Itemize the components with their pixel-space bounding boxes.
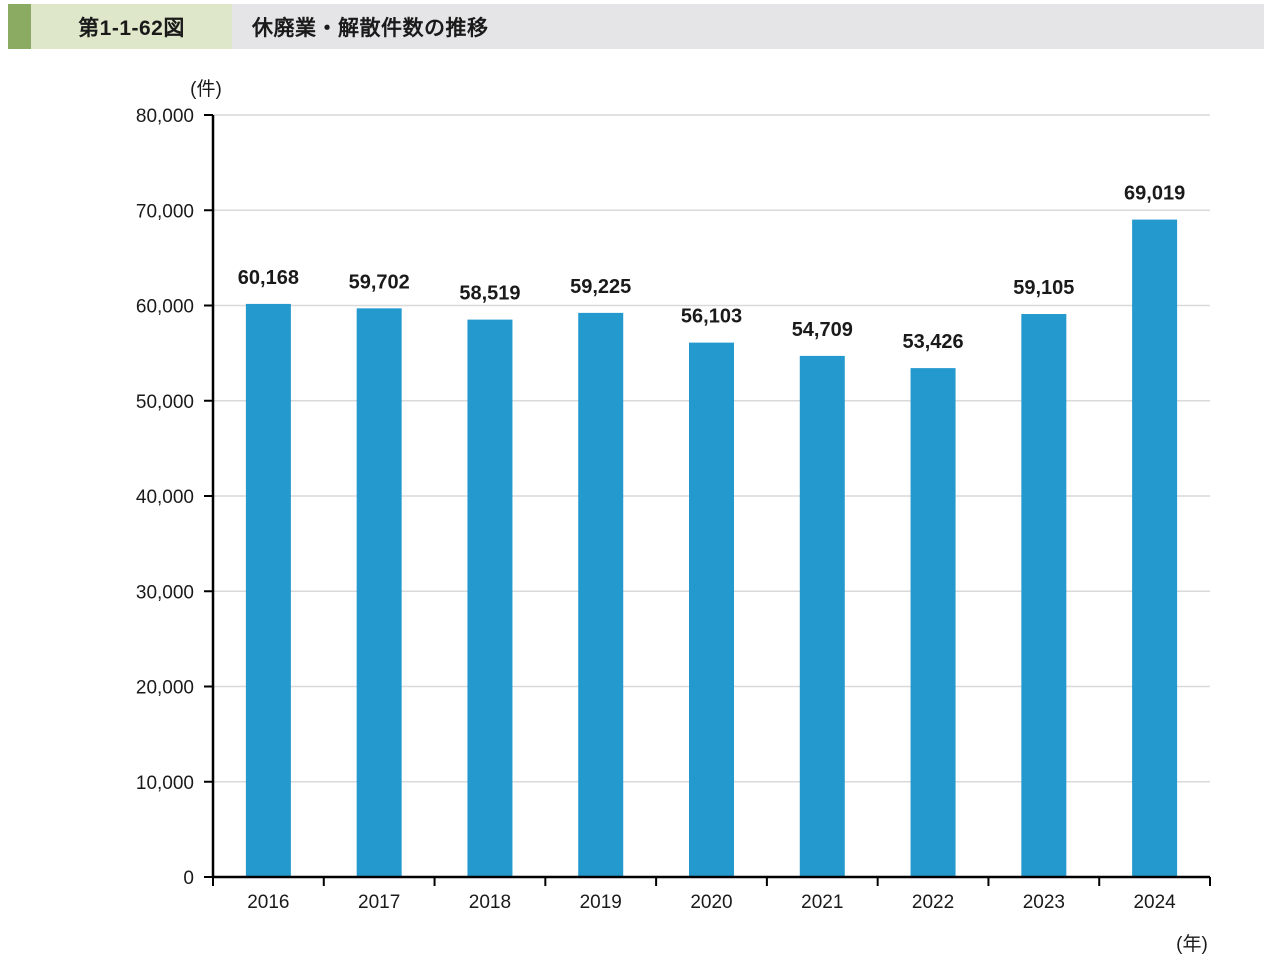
x-category-label: 2017 bbox=[358, 892, 400, 913]
x-unit-label: (年) bbox=[1176, 933, 1208, 955]
bar-value-label: 60,168 bbox=[238, 267, 299, 289]
x-category-label: 2021 bbox=[801, 892, 843, 913]
bar-value-label: 58,519 bbox=[459, 283, 520, 305]
bar-2022 bbox=[910, 368, 956, 877]
bar-2017 bbox=[356, 308, 402, 877]
x-category-label: 2022 bbox=[912, 892, 954, 913]
header-accent-bar bbox=[8, 4, 31, 49]
bar-value-label: 56,103 bbox=[681, 306, 742, 328]
bar-value-label: 54,709 bbox=[792, 319, 853, 341]
x-category-label: 2020 bbox=[690, 892, 732, 913]
y-tick-label: 50,000 bbox=[136, 392, 194, 413]
bar-value-label: 53,426 bbox=[902, 331, 963, 353]
bar-value-label: 69,019 bbox=[1124, 183, 1185, 205]
y-tick-label: 10,000 bbox=[136, 773, 194, 794]
bar-2024 bbox=[1132, 219, 1178, 878]
y-tick-label: 60,000 bbox=[136, 297, 194, 318]
figure-number-label: 第1-1-62図 bbox=[31, 4, 232, 49]
y-tick-label: 70,000 bbox=[136, 201, 194, 222]
y-tick-label: 40,000 bbox=[136, 487, 194, 508]
x-category-label: 2018 bbox=[469, 892, 511, 913]
bar-value-label: 59,702 bbox=[349, 271, 410, 293]
figure-header: 第1-1-62図 休廃業・解散件数の推移 bbox=[0, 4, 1264, 49]
figure-title: 休廃業・解散件数の推移 bbox=[232, 4, 1264, 49]
x-category-label: 2024 bbox=[1133, 892, 1176, 913]
y-tick-label: 80,000 bbox=[136, 106, 194, 127]
x-category-label: 2019 bbox=[580, 892, 622, 913]
y-unit-label: (件) bbox=[190, 78, 222, 100]
bar-2019 bbox=[578, 312, 624, 878]
y-tick-label: 30,000 bbox=[136, 582, 194, 603]
bar-2018 bbox=[467, 319, 513, 877]
x-category-label: 2023 bbox=[1023, 892, 1065, 913]
y-tick-label: 0 bbox=[183, 868, 194, 889]
bar-2020 bbox=[689, 342, 734, 878]
bar-value-label: 59,225 bbox=[570, 276, 631, 298]
bar-2021 bbox=[799, 355, 845, 877]
bar-2023 bbox=[1021, 314, 1067, 877]
y-tick-label: 20,000 bbox=[136, 678, 194, 699]
bar-value-label: 59,105 bbox=[1013, 277, 1074, 299]
bar-2016 bbox=[245, 303, 291, 878]
x-category-label: 2016 bbox=[247, 892, 289, 913]
